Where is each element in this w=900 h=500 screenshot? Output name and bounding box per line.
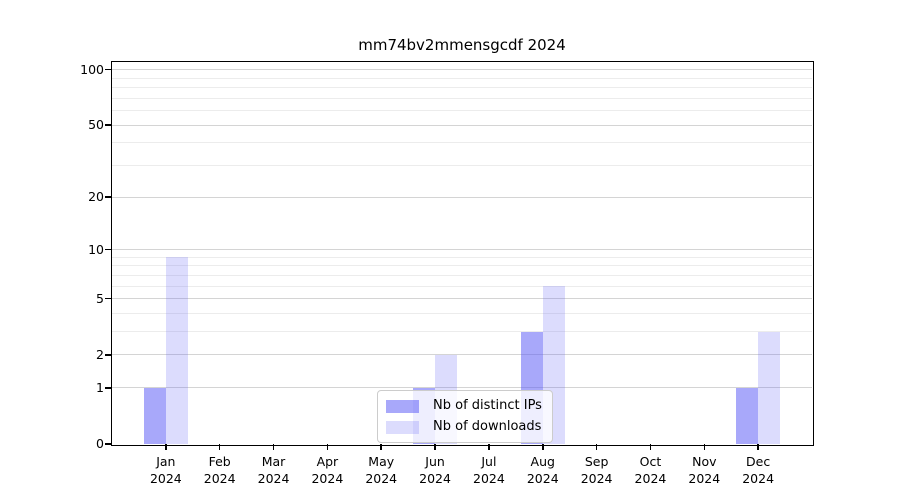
gridline-minor [112,274,812,276]
gridline-minor [112,265,812,267]
gridline-minor [112,110,812,112]
y-tick-mark-100 [105,68,112,71]
y-tick-label-10: 10 [88,241,104,257]
x-axis-label-aug: Aug 2024 [513,453,573,487]
x-tick-mark-sep [595,444,598,450]
gridline-major [112,387,812,389]
x-tick-mark-may [380,444,382,450]
gridline-minor [112,312,812,314]
gridline-minor [112,256,812,258]
x-tick-mark-oct [649,444,652,450]
gridline-minor [112,142,812,144]
y-tick-label-50: 50 [88,117,104,133]
x-axis-month: May [368,454,395,469]
x-axis-month: Feb [208,454,231,469]
y-tick-label-2: 2 [96,346,104,362]
x-axis-month: Aug [530,454,555,469]
x-axis-month: Mar [261,454,286,469]
x-axis-year: 2024 [688,471,721,486]
legend-label-downloads: Nb of downloads [433,419,542,434]
chart-title: mm74bv2mmensgcdf 2024 [358,36,566,54]
x-axis-label-apr: Apr 2024 [297,453,357,487]
grid-layer [112,62,812,444]
x-tick-mark-jan [165,444,167,450]
x-axis-month: Apr [316,454,339,469]
x-axis-month: Jan [156,454,176,469]
x-tick-mark-dec [757,444,759,450]
x-axis-month: Jul [481,454,497,469]
gridline-minor [112,285,812,287]
x-tick-mark-jun [434,444,436,450]
x-tick-mark-mar [272,444,275,450]
y-tick-label-100: 100 [80,61,104,77]
x-axis-year: 2024 [419,471,451,486]
x-axis-year: 2024 [473,471,505,486]
x-axis-label-jan: Jan 2024 [136,453,196,487]
y-tick-label-0: 0 [96,436,104,451]
x-tick-mark-aug [542,444,544,450]
x-axis-month: Nov [692,454,717,469]
gridline-minor [112,97,812,99]
x-axis-month: Dec [746,454,771,469]
x-axis-year: 2024 [634,471,667,486]
x-tick-mark-jul [488,444,490,450]
legend-item-downloads: Nb of downloads [386,419,542,435]
gridline-major [112,249,812,250]
x-axis-year: 2024 [742,471,775,486]
x-axis-month: Sep [584,454,609,469]
x-tick-mark-apr [326,444,329,450]
x-axis-label-may: May 2024 [351,453,411,487]
y-tick-mark-2 [105,354,112,356]
x-axis-label-mar: Mar 2024 [244,453,304,487]
legend-item-distinct-ips: Nb of distinct IPs [386,398,542,414]
legend-swatch-distinct-ips [386,399,419,413]
gridline-minor [112,164,812,166]
bar-nb-of-downloads-jan [165,257,188,444]
gridline-major [112,124,812,126]
x-axis-year: 2024 [203,471,236,486]
bar-nb-of-distinct-ips-dec [736,387,759,444]
x-axis-label-nov: Nov 2024 [674,453,734,487]
x-tick-mark-feb [218,444,221,450]
x-axis-label-jul: Jul 2024 [459,453,519,487]
gridline-minor [112,77,812,79]
gridline-major [112,298,812,300]
y-tick-label-1: 1 [96,379,104,395]
gridline-minor [112,87,812,89]
x-axis-month: Oct [639,454,662,469]
gridline-major [112,354,812,356]
bar-nb-of-downloads-dec [758,331,781,444]
x-axis-year: 2024 [580,471,613,486]
x-axis-label-sep: Sep 2024 [567,453,627,487]
y-tick-mark-5 [105,297,112,300]
y-tick-mark-10 [105,248,112,251]
x-axis-month: Jun [425,454,445,469]
legend: Nb of distinct IPs Nb of downloads [377,390,553,443]
bar-nb-of-distinct-ips-jan [143,387,166,444]
x-axis-label-jun: Jun 2024 [405,453,465,487]
x-axis-label-dec: Dec 2024 [728,453,788,487]
y-tick-mark-1 [105,387,112,389]
y-tick-mark-0 [105,443,112,445]
y-tick-label-5: 5 [96,290,104,306]
x-axis-year: 2024 [257,471,290,486]
legend-label-distinct-ips: Nb of distinct IPs [433,398,542,413]
y-tick-label-20: 20 [88,189,104,205]
x-tick-mark-nov [703,444,706,450]
x-axis-year: 2024 [149,471,182,486]
x-axis-year: 2024 [365,471,398,486]
x-axis-label-oct: Oct 2024 [620,453,680,487]
gridline-major [112,69,812,71]
x-axis-year: 2024 [526,471,559,486]
legend-swatch-downloads [386,420,419,434]
x-axis-year: 2024 [311,471,344,486]
y-tick-mark-20 [105,196,112,198]
gridline-minor [112,331,812,333]
x-axis-label-feb: Feb 2024 [190,453,250,487]
y-tick-mark-50 [105,124,112,126]
gridline-major [112,196,812,198]
